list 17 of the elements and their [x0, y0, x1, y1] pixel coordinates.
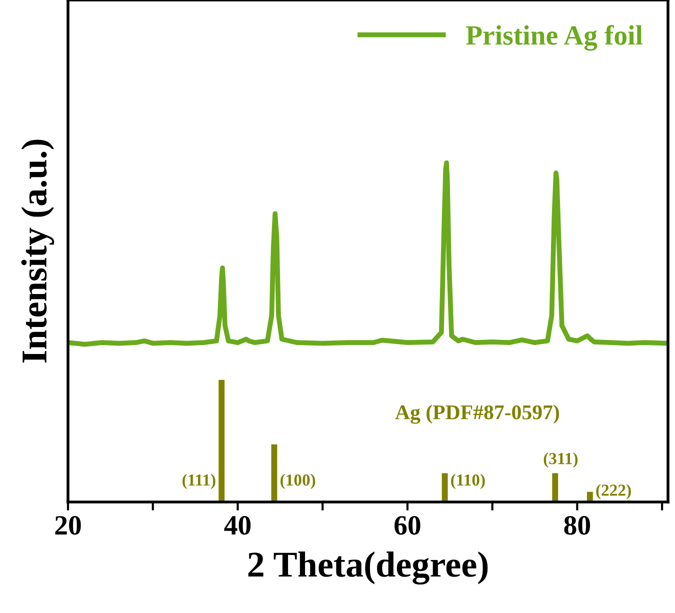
bar — [218, 380, 225, 502]
annotation: (110) — [451, 474, 485, 490]
annotation: (100) — [280, 474, 316, 490]
legend-label: Pristine Ag foil — [466, 25, 643, 51]
annotation: Ag (PDF#87-0597) — [395, 404, 559, 424]
annotation: (222) — [596, 484, 631, 500]
x-tick-label: 60 — [394, 516, 420, 535]
annotation: (311) — [544, 452, 578, 468]
bar — [552, 473, 558, 502]
x-tick-label: 40 — [224, 516, 251, 535]
annotation: (111) — [182, 474, 216, 490]
x-axis-title: 2 Theta(degree) — [248, 551, 488, 585]
bar — [271, 444, 278, 502]
x-tick-label: 80 — [564, 516, 590, 535]
y-axis-title: Intensity (a.u.) — [21, 140, 54, 363]
bar — [442, 473, 448, 502]
x-tick-label: 20 — [55, 516, 81, 535]
